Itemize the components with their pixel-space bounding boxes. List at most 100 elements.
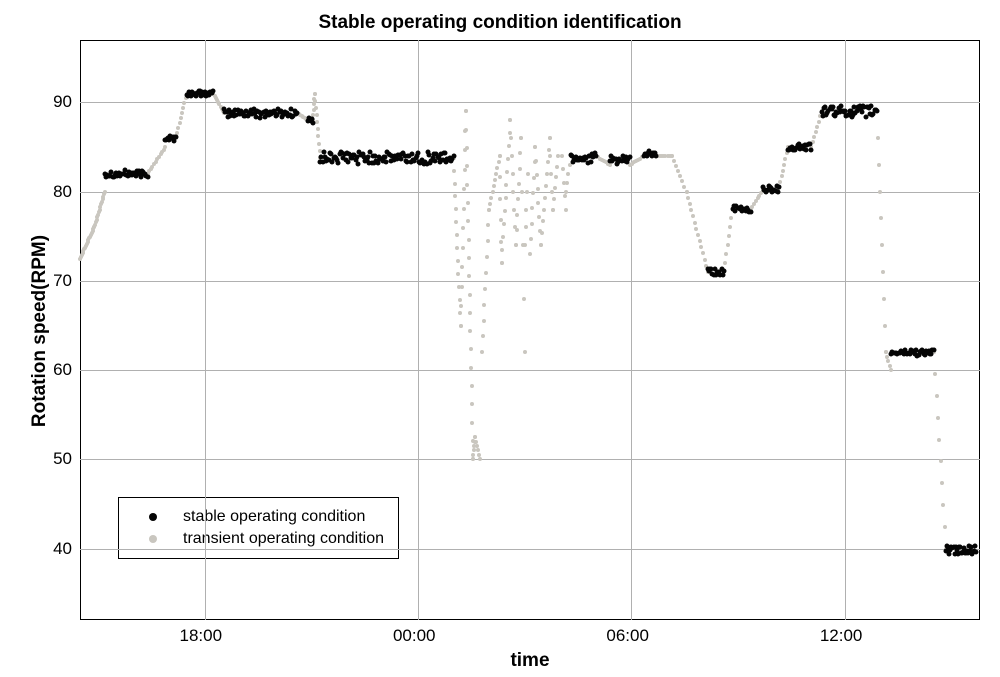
- data-point-transient: [476, 448, 480, 452]
- data-point-transient: [466, 219, 470, 223]
- data-point-transient: [515, 213, 519, 217]
- data-point-transient: [549, 172, 553, 176]
- data-point-transient: [314, 106, 318, 110]
- data-point-transient: [933, 372, 937, 376]
- data-point-transient: [530, 222, 534, 226]
- data-point-stable: [356, 161, 361, 166]
- x-axis-label: time: [80, 650, 980, 672]
- data-point-transient: [937, 438, 941, 442]
- data-point-stable: [294, 110, 299, 115]
- data-point-transient: [516, 197, 520, 201]
- data-point-transient: [724, 252, 728, 256]
- data-point-transient: [460, 265, 464, 269]
- data-point-transient: [685, 190, 689, 194]
- data-point-stable: [211, 89, 216, 94]
- data-point-transient: [313, 92, 317, 96]
- data-point-transient: [467, 238, 471, 242]
- data-point-transient: [539, 243, 543, 247]
- data-point-transient: [461, 246, 465, 250]
- legend-marker: [133, 513, 173, 521]
- data-point-transient: [163, 145, 167, 149]
- data-point-stable: [809, 148, 814, 153]
- data-point-transient: [178, 121, 182, 125]
- data-point-transient: [548, 136, 552, 140]
- data-point-transient: [468, 311, 472, 315]
- data-point-transient: [469, 347, 473, 351]
- data-point-transient: [674, 164, 678, 168]
- data-point-transient: [542, 208, 546, 212]
- data-point-transient: [878, 190, 882, 194]
- data-point-transient: [508, 118, 512, 122]
- data-point-stable: [931, 347, 936, 352]
- data-point-transient: [880, 243, 884, 247]
- data-point-transient: [546, 160, 550, 164]
- data-point-transient: [505, 170, 509, 174]
- data-point-transient: [940, 481, 944, 485]
- data-point-stable: [589, 160, 594, 165]
- data-point-transient: [876, 136, 880, 140]
- data-point-transient: [530, 206, 534, 210]
- data-point-transient: [477, 453, 481, 457]
- data-point-stable: [654, 154, 659, 159]
- data-point-transient: [541, 219, 545, 223]
- data-point-transient: [672, 159, 676, 163]
- data-point-transient: [524, 225, 528, 229]
- data-point-transient: [456, 272, 460, 276]
- data-point-transient: [459, 304, 463, 308]
- data-point-transient: [547, 148, 551, 152]
- data-point-transient: [316, 127, 320, 131]
- data-point-transient: [511, 190, 515, 194]
- data-point-transient: [883, 324, 887, 328]
- data-point-transient: [548, 154, 552, 158]
- data-point-transient: [531, 191, 535, 195]
- data-point-transient: [523, 350, 527, 354]
- data-point-transient: [520, 190, 524, 194]
- data-point-transient: [486, 239, 490, 243]
- data-point-transient: [701, 251, 705, 255]
- data-point-transient: [888, 364, 892, 368]
- data-point-transient: [537, 215, 541, 219]
- data-point-transient: [315, 120, 319, 124]
- data-point-transient: [180, 111, 184, 115]
- data-point-transient: [565, 181, 569, 185]
- y-tick-label: 60: [53, 360, 72, 380]
- data-point-stable: [416, 151, 421, 156]
- data-point-transient: [544, 184, 548, 188]
- data-point-transient: [564, 190, 568, 194]
- data-point-stable: [777, 184, 782, 189]
- data-point-transient: [729, 216, 733, 220]
- data-point-transient: [529, 237, 533, 241]
- data-point-transient: [460, 285, 464, 289]
- data-point-transient: [315, 113, 319, 117]
- data-point-transient: [517, 182, 521, 186]
- y-tick-label: 70: [53, 271, 72, 291]
- data-point-stable: [442, 150, 447, 155]
- data-point-transient: [518, 167, 522, 171]
- x-tick-label: 06:00: [606, 626, 649, 646]
- data-point-transient: [453, 182, 457, 186]
- data-point-transient: [515, 228, 519, 232]
- data-point-transient: [509, 136, 513, 140]
- data-point-transient: [462, 207, 466, 211]
- data-point-stable: [830, 104, 835, 109]
- data-point-transient: [317, 142, 321, 146]
- data-point-transient: [525, 190, 529, 194]
- data-point-transient: [471, 453, 475, 457]
- chart-container: Stable operating condition identificatio…: [0, 0, 1000, 677]
- data-point-transient: [458, 311, 462, 315]
- data-point-transient: [503, 209, 507, 213]
- data-point-transient: [812, 135, 816, 139]
- data-point-transient: [488, 202, 492, 206]
- data-point-transient: [550, 190, 554, 194]
- data-point-transient: [181, 106, 185, 110]
- data-point-transient: [504, 196, 508, 200]
- data-point-transient: [526, 172, 530, 176]
- y-axis-label: Rotation speed(RPM): [29, 221, 51, 441]
- data-point-stable: [145, 174, 150, 179]
- y-tick-label: 90: [53, 92, 72, 112]
- data-point-transient: [497, 160, 501, 164]
- data-point-transient: [498, 175, 502, 179]
- data-point-transient: [500, 248, 504, 252]
- data-point-transient: [484, 271, 488, 275]
- data-point-transient: [554, 175, 558, 179]
